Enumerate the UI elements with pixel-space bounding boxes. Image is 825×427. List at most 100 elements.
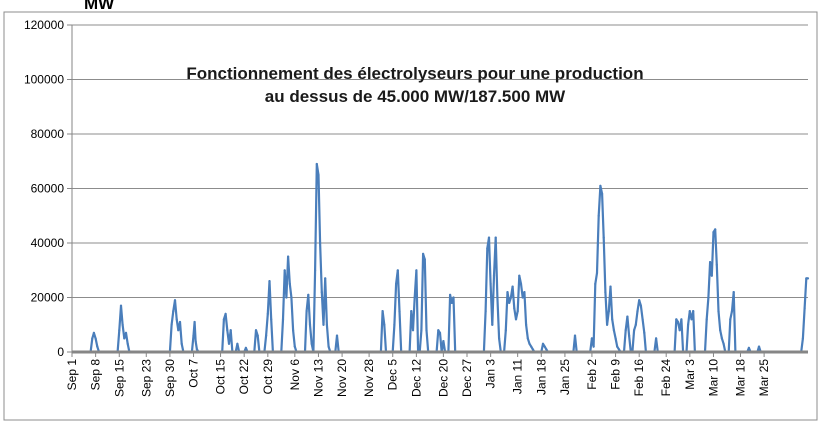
data-point	[506, 291, 509, 294]
series-group	[72, 162, 810, 354]
x-tick-label: Nov 28	[362, 359, 376, 397]
x-tick-label: Oct 29	[261, 359, 275, 395]
data-point	[710, 274, 713, 277]
x-tick-label: Jan 18	[534, 359, 548, 395]
data-point	[192, 334, 195, 337]
data-point	[170, 323, 173, 326]
data-point	[712, 231, 715, 234]
data-point	[720, 337, 724, 340]
data-point	[633, 329, 636, 332]
data-point	[420, 329, 423, 332]
x-tick-label: Dec 27	[460, 359, 474, 397]
data-point	[624, 329, 627, 332]
y-tick-label: 60000	[31, 182, 65, 196]
data-point	[626, 315, 629, 318]
data-point	[425, 329, 428, 332]
x-tick-label: Dec 12	[409, 359, 423, 397]
x-tick-label: Oct 15	[214, 359, 228, 395]
y-tick-label: 20000	[31, 291, 65, 305]
data-point	[680, 318, 683, 321]
data-point	[509, 296, 512, 299]
data-point	[597, 214, 600, 217]
data-point	[607, 310, 610, 313]
data-point	[803, 307, 806, 310]
data-point	[638, 299, 641, 302]
y-tick-label: 100000	[24, 73, 64, 87]
data-point	[730, 310, 734, 313]
data-point	[526, 337, 529, 340]
data-point	[172, 310, 175, 313]
data-point	[688, 310, 691, 313]
data-point	[628, 334, 631, 337]
x-tick-label: Dec 5	[386, 359, 400, 391]
data-point	[194, 340, 197, 343]
data-point	[422, 252, 425, 255]
x-tick-label: Feb 24	[659, 359, 673, 397]
data-point	[590, 337, 594, 340]
data-point	[528, 342, 531, 345]
data-point	[178, 320, 182, 324]
data-point	[324, 277, 327, 280]
y-axis-unit-label: MW	[84, 0, 115, 13]
data-point	[281, 318, 285, 321]
chart-title: Fonctionnement des électrolyseurs pour u…	[100, 62, 730, 108]
data-point	[508, 301, 511, 304]
x-tick-label: Mar 18	[733, 359, 747, 397]
data-point	[244, 346, 247, 349]
data-point	[195, 348, 198, 351]
data-point	[293, 345, 296, 348]
data-point	[511, 285, 514, 288]
data-point	[393, 323, 396, 326]
y-tick-label: 0	[57, 345, 64, 359]
data-point	[308, 323, 312, 326]
x-tick-label: Oct 22	[237, 359, 251, 395]
data-point	[92, 331, 95, 334]
x-tick-label: Nov 20	[335, 359, 349, 397]
data-point	[636, 310, 639, 313]
y-tick-label: 40000	[31, 236, 65, 250]
data-point	[801, 337, 805, 340]
x-tick-label: Feb 2	[585, 359, 599, 390]
x-tick-label: Nov 13	[311, 359, 325, 397]
x-tick-label: Jan 25	[558, 359, 572, 395]
data-point	[496, 296, 499, 299]
y-tick-label: 80000	[31, 127, 65, 141]
data-point	[707, 296, 710, 299]
data-point	[487, 236, 491, 239]
data-point	[452, 296, 455, 299]
data-point	[265, 334, 268, 337]
data-point	[315, 162, 318, 166]
data-point	[599, 184, 602, 187]
data-point	[592, 345, 595, 348]
data-point	[320, 291, 323, 294]
data-point	[287, 255, 290, 258]
data-point	[498, 337, 501, 340]
data-point	[678, 329, 681, 332]
x-tick-label: Mar 3	[683, 359, 697, 390]
data-point	[616, 345, 619, 348]
data-point	[322, 323, 325, 326]
data-point	[806, 277, 810, 280]
data-point	[573, 334, 577, 337]
data-point	[449, 293, 452, 296]
data-point	[805, 277, 808, 280]
y-tick-label: 120000	[24, 18, 64, 32]
data-point	[126, 342, 129, 345]
x-tick-label: Mar 10	[706, 359, 720, 397]
data-point	[410, 310, 413, 313]
data-point	[634, 323, 637, 326]
data-point	[521, 296, 524, 299]
data-point	[398, 310, 401, 313]
x-tick-label: Mar 25	[757, 359, 771, 397]
data-point	[222, 318, 225, 321]
data-point	[396, 269, 399, 272]
y-axis-ticks: 0 20000 40000 60000 80000 100000 120000	[24, 18, 64, 359]
data-point	[484, 310, 487, 313]
data-point	[180, 342, 183, 345]
data-point	[310, 342, 313, 345]
data-point	[687, 323, 690, 326]
x-tick-label: Sep 1	[65, 359, 79, 391]
x-tick-label: Sep 30	[163, 359, 177, 397]
chart-frame	[3, 11, 818, 421]
data-point	[327, 345, 330, 348]
